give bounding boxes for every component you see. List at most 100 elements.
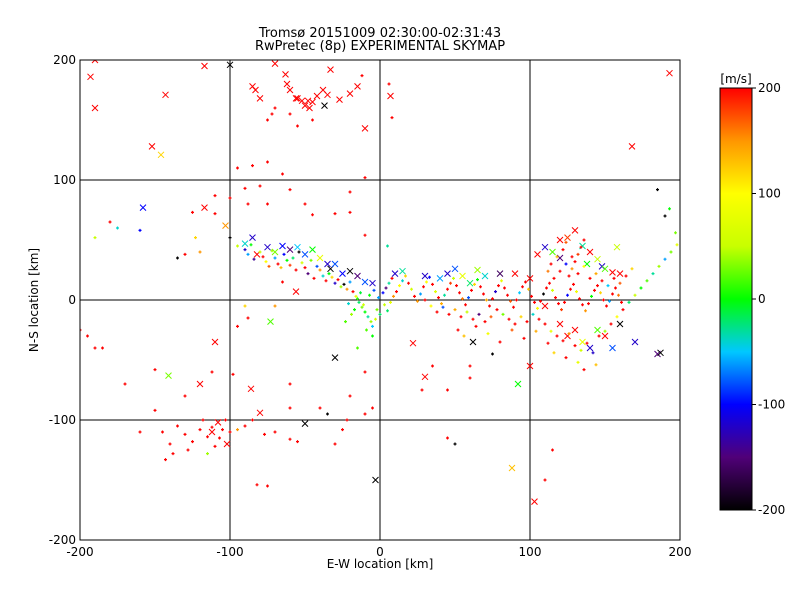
data-point-plus	[651, 272, 655, 276]
data-point-x	[609, 269, 616, 276]
data-point-plus	[570, 267, 574, 271]
data-point-plus	[551, 288, 554, 292]
data-point-x	[526, 275, 534, 282]
data-point-plus	[479, 285, 482, 289]
data-point-plus	[186, 448, 190, 452]
data-point-plus	[597, 334, 601, 338]
data-point-plus	[279, 266, 283, 270]
data-point-plus	[570, 255, 574, 259]
data-point-plus	[213, 444, 217, 448]
data-point-plus	[576, 360, 580, 364]
data-point-x	[409, 339, 417, 347]
data-point-plus	[210, 370, 214, 374]
data-point-plus	[183, 432, 187, 436]
data-point-plus	[213, 194, 217, 198]
data-point-plus	[273, 106, 277, 110]
data-point-x	[247, 385, 255, 393]
data-point-plus	[153, 368, 157, 372]
data-point-x	[511, 270, 519, 277]
data-point-plus	[404, 274, 407, 278]
data-point-plus	[645, 279, 649, 283]
data-point-x	[628, 143, 636, 150]
data-point-plus	[294, 268, 298, 272]
data-point-x	[201, 204, 208, 211]
data-point-x	[162, 91, 169, 99]
data-point-plus	[348, 190, 352, 194]
data-point-plus	[437, 296, 440, 300]
data-point-plus	[579, 245, 583, 249]
data-point-plus	[365, 328, 368, 332]
data-point-plus	[533, 300, 536, 304]
data-point-plus	[593, 288, 596, 292]
colorbar-tick-label: 0	[758, 292, 766, 306]
data-point-plus	[422, 285, 425, 289]
data-point-x	[616, 320, 624, 328]
data-point-x	[601, 332, 609, 340]
data-point-plus	[168, 442, 172, 446]
data-point-plus	[101, 346, 104, 350]
data-point-x	[301, 251, 309, 258]
data-point-plus	[270, 112, 274, 116]
data-point-plus	[236, 428, 239, 432]
data-point-plus	[377, 296, 380, 300]
data-points	[80, 60, 679, 505]
data-point-plus	[176, 256, 179, 260]
data-point-plus	[633, 293, 637, 297]
data-point-plus	[288, 112, 292, 116]
data-point-x	[309, 98, 316, 106]
data-point-plus	[363, 310, 367, 314]
data-point-plus	[527, 287, 530, 291]
data-point-x	[283, 80, 291, 88]
data-point-plus	[221, 428, 224, 432]
data-point-plus	[548, 281, 551, 285]
data-point-plus	[579, 348, 583, 352]
data-point-plus	[288, 263, 292, 267]
data-point-plus	[372, 288, 376, 292]
data-point-plus	[663, 214, 667, 218]
data-point-plus	[342, 282, 346, 286]
data-point-plus	[387, 82, 391, 86]
data-point-plus	[273, 304, 277, 308]
data-point-plus	[138, 430, 142, 434]
data-point-x	[616, 270, 624, 277]
data-point-plus	[345, 287, 349, 291]
data-point-plus	[567, 332, 571, 336]
data-point-plus	[534, 329, 538, 333]
data-point-plus	[345, 418, 349, 422]
data-point-plus	[354, 294, 358, 298]
data-point-plus	[347, 302, 350, 306]
data-point-x	[226, 61, 234, 69]
data-point-plus	[392, 294, 395, 298]
data-point-plus	[578, 297, 581, 301]
data-point-plus	[318, 268, 322, 272]
data-point-x	[282, 71, 289, 78]
data-point-x	[331, 354, 339, 361]
data-point-plus	[273, 430, 277, 434]
data-point-plus	[555, 334, 559, 338]
data-point-plus	[453, 442, 457, 446]
data-point-plus	[281, 280, 284, 284]
data-point-x	[339, 270, 346, 277]
data-point-plus	[446, 436, 449, 440]
data-point-x	[294, 95, 301, 102]
data-point-plus	[606, 284, 610, 288]
data-point-plus	[519, 315, 523, 319]
data-point-x	[313, 92, 321, 100]
data-point-x	[267, 318, 274, 325]
y-tick-label: -200	[49, 533, 76, 547]
data-point-plus	[228, 236, 232, 240]
x-tick-label: 200	[669, 545, 692, 559]
data-point-plus	[566, 293, 569, 297]
data-point-plus	[585, 341, 589, 345]
data-point-x	[586, 248, 594, 256]
data-point-plus	[246, 202, 250, 206]
data-point-plus	[206, 452, 209, 456]
data-point-plus	[617, 293, 620, 297]
data-point-plus	[183, 394, 187, 398]
data-point-plus	[348, 210, 352, 214]
data-point-x	[346, 267, 354, 275]
data-point-plus	[536, 306, 539, 310]
data-point-x	[324, 260, 331, 268]
data-point-plus	[522, 336, 526, 340]
